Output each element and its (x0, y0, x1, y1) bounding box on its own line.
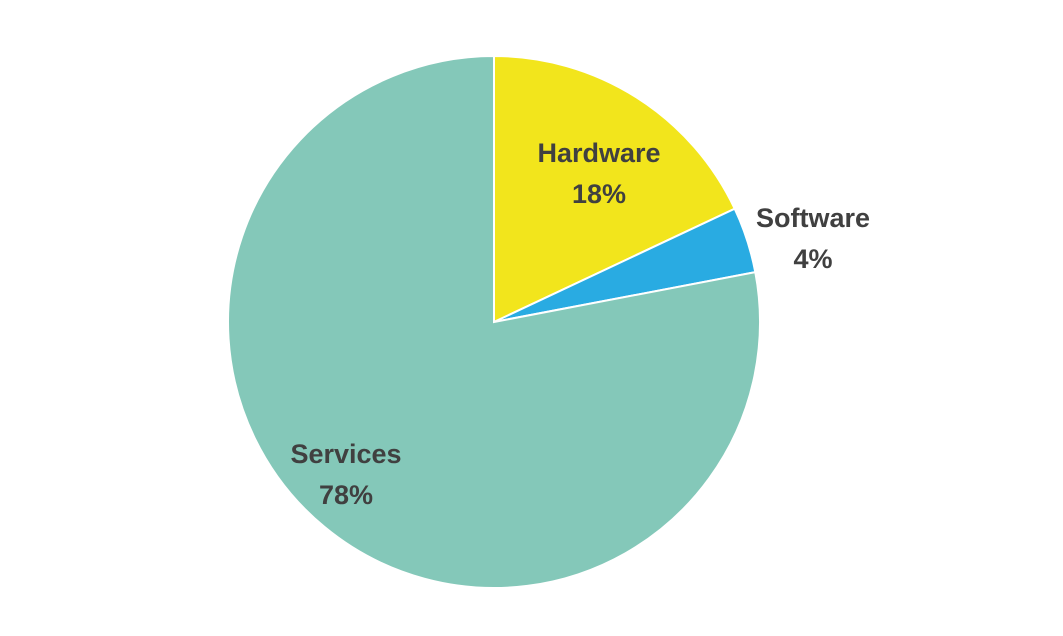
slice-value-services: 78% (319, 480, 373, 510)
slice-name-software: Software (756, 203, 870, 233)
slice-percent-hardware: 18% (572, 179, 626, 209)
slice-percent-software: 4% (793, 244, 832, 274)
pie-slice-hardware (493, 54, 737, 324)
slice-percent-services: 78% (319, 480, 373, 510)
pie-slices (227, 54, 761, 589)
slice-value-software: 4% (793, 244, 832, 274)
slice-label-services: Services (290, 439, 401, 469)
slice-label-hardware: Hardware (537, 138, 660, 168)
slice-label-software: Software (756, 203, 870, 233)
pie-slice-services (227, 54, 761, 589)
slice-name-services: Services (290, 439, 401, 469)
slice-value-hardware: 18% (572, 179, 626, 209)
slice-name-hardware: Hardware (537, 138, 660, 168)
